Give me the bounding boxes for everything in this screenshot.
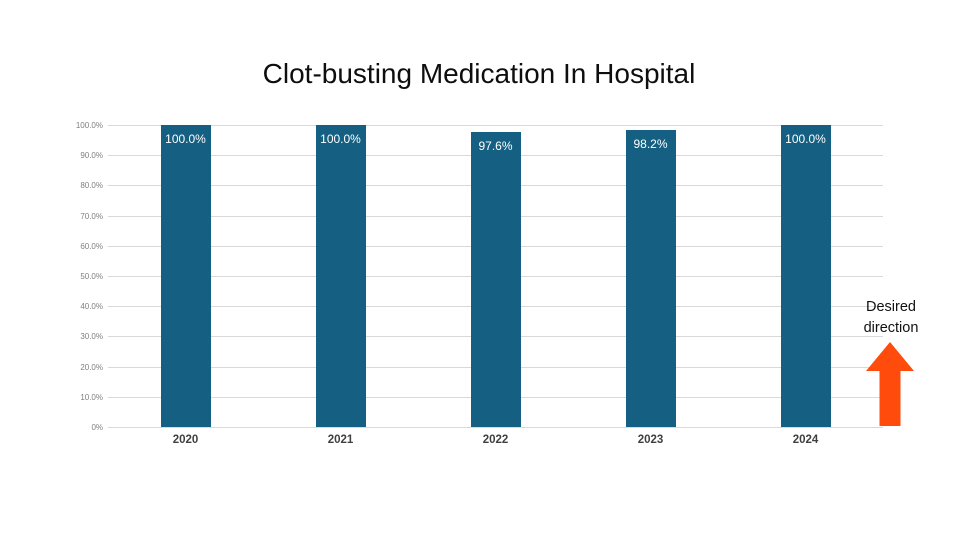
bar-value-label: 100.0% [785,132,826,146]
bar-2021: 100.0% [315,125,366,427]
y-axis-tick-label: 50.0% [80,272,103,281]
chart-title: Clot-busting Medication In Hospital [262,58,696,89]
bar-value-label: 98.2% [633,137,668,152]
y-axis-tick-label: 40.0% [80,302,103,312]
y-axis-tick-label: 10.0% [80,392,103,402]
up-arrow-shape [866,342,914,426]
gridline [108,125,883,126]
x-axis-tick-label: 2020 [172,434,199,446]
x-axis-tick-label: 2021 [327,434,354,446]
bar-value-label: 97.6% [478,139,513,154]
up-arrow-icon [866,342,914,426]
y-axis-tick-label: 70.0% [80,211,103,221]
x-axis-tick-label: 2023 [637,434,664,446]
bar-2023: 98.2% [625,130,676,427]
y-axis-tick-label: 20.0% [80,362,103,372]
desired-direction-label: Desired direction [863,299,919,336]
y-axis-tick-label: 60.0% [80,241,103,251]
gridline [108,427,883,428]
x-axis-tick-label: 2022 [482,434,509,446]
x-axis-tick-label: 2024 [792,434,819,446]
bar-value-label: 100.0% [165,132,206,146]
bar-2020: 100.0% [160,125,211,427]
bar-2022: 97.6% [470,132,521,427]
y-axis-tick-label: 80.0% [80,181,103,191]
y-axis-tick-label: 90.0% [80,151,103,161]
bar-2024: 100.0% [780,125,831,427]
bar-value-label: 100.0% [320,132,361,146]
y-axis-tick-label: 0% [91,423,103,432]
y-axis-tick-label: 30.0% [80,332,103,342]
y-axis-tick-label: 100.0% [75,121,103,130]
